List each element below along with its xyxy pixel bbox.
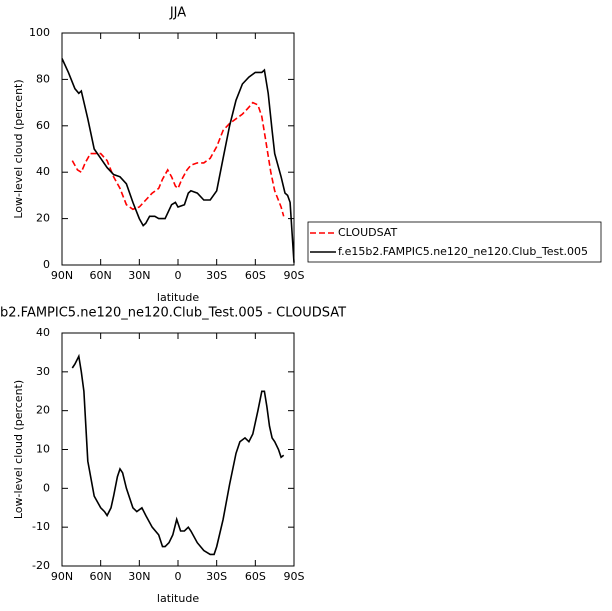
chart-title: b2.FAMPIC5.ne120_ne120.Club_Test.005 - C… [0,306,346,321]
y-axis-label: Low-level cloud (percent) [12,79,25,218]
x-axis-label: latitude [157,592,199,605]
x-tick-label: 30N [128,269,150,282]
y-tick-label: 0 [43,481,50,494]
x-tick-label: 0 [175,570,182,583]
y-tick-label: 20 [36,404,50,417]
x-tick-label: 30S [206,570,227,583]
y-tick-label: 40 [36,326,50,339]
x-axis-label: latitude [157,291,199,304]
y-tick-label: 60 [36,119,50,132]
x-tick-label: 30S [206,269,227,282]
legend-box [307,221,602,263]
x-tick-label: 60N [90,570,112,583]
x-tick-label: 60S [245,269,266,282]
y-axis-label: Low-level cloud (percent) [12,380,25,519]
data-line [61,58,295,263]
x-tick-label: 90S [284,570,305,583]
y-tick-label: 20 [36,212,50,225]
x-tick-label: 60S [245,570,266,583]
x-tick-label: 30N [128,570,150,583]
y-tick-label: 0 [43,258,50,271]
data-line [71,101,285,217]
data-line [71,353,285,556]
plot-frame [61,332,295,567]
y-tick-label: -20 [32,559,50,572]
x-tick-label: 90S [284,269,305,282]
y-tick-label: 100 [29,26,50,39]
legend-label: f.e15b2.FAMPIC5.ne120_ne120.Club_Test.00… [338,245,588,258]
y-tick-label: 80 [36,72,50,85]
x-tick-label: 0 [175,269,182,282]
y-tick-label: 40 [36,165,50,178]
chart-title: JJA [169,6,186,21]
y-tick-label: -10 [32,520,50,533]
y-tick-label: 10 [36,443,50,456]
x-tick-label: 90N [51,269,73,282]
x-tick-label: 90N [51,570,73,583]
plot-frame [61,32,295,266]
legend-label: CLOUDSAT [338,226,397,239]
x-tick-label: 60N [90,269,112,282]
y-tick-label: 30 [36,365,50,378]
